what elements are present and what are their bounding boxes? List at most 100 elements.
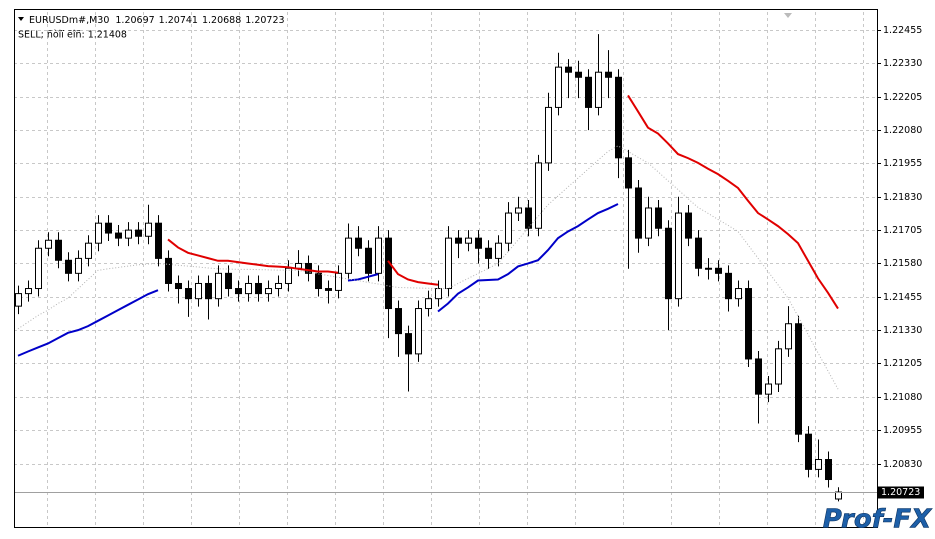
candle-body <box>275 282 282 290</box>
candle-body <box>575 71 582 78</box>
candle-body <box>185 288 192 300</box>
chart-title: EURUSDm#,M30 1.20697 1.20741 1.20688 1.20723 <box>29 15 285 26</box>
candle-body <box>835 491 842 500</box>
candle-body <box>515 207 522 214</box>
candle-body <box>785 323 792 350</box>
candle-body <box>165 257 172 284</box>
candle-body <box>695 237 702 269</box>
candle-body <box>455 237 462 244</box>
candle-body <box>335 272 342 291</box>
y-tick-label: 1.22205 <box>883 92 922 103</box>
candle-body <box>435 288 442 300</box>
candle-body <box>365 247 372 274</box>
candle-body <box>385 237 392 310</box>
header-open: 1.20697 <box>115 15 154 26</box>
y-tick-label: 1.21955 <box>883 158 922 169</box>
candle-body <box>705 267 712 270</box>
y-tick-label: 1.21205 <box>883 358 922 369</box>
candle-body <box>555 66 562 108</box>
candle-body <box>735 288 742 300</box>
candle-body <box>535 162 542 229</box>
candle-body <box>805 433 812 470</box>
candle-body <box>635 187 642 239</box>
header-high: 1.20741 <box>159 15 198 26</box>
indicator-line <box>17 203 619 357</box>
candle-body <box>395 308 402 335</box>
candle-body <box>205 282 212 300</box>
candle-body <box>545 106 552 164</box>
candle-body <box>355 237 362 249</box>
candle-body <box>375 237 382 274</box>
candle-body <box>95 222 102 244</box>
y-tick-label: 1.21330 <box>883 325 922 336</box>
candle-body <box>775 348 782 385</box>
candle-body <box>625 157 632 189</box>
header-low: 1.20688 <box>202 15 241 26</box>
shift-marker <box>784 13 792 18</box>
candle-body <box>755 358 762 395</box>
candle-body <box>145 222 152 237</box>
candle-body <box>245 282 252 295</box>
candle-body <box>25 288 32 295</box>
candle-body <box>645 207 652 239</box>
candle-body <box>175 282 182 290</box>
y-tick-label: 1.20830 <box>883 459 922 470</box>
candle-body <box>725 272 732 300</box>
candle-body <box>235 288 242 295</box>
candle-body <box>35 247 42 290</box>
candle-body <box>495 242 502 259</box>
candle-body <box>45 239 52 249</box>
candle-body <box>135 229 142 237</box>
chart-subtitle: SELL; ñòîï ëîñ: 1.21408 <box>18 30 127 41</box>
candle-body <box>15 293 22 307</box>
candle-body <box>325 288 332 291</box>
candle-body <box>65 259 72 274</box>
y-tick-label: 1.21080 <box>883 392 922 403</box>
candle-body <box>715 267 722 274</box>
symbol: EURUSDm#,M30 <box>29 15 109 26</box>
candle-body <box>665 227 672 300</box>
candle-body <box>225 272 232 290</box>
candle-body <box>195 282 202 300</box>
candle-body <box>265 288 272 295</box>
candle-body <box>75 257 82 274</box>
candle-body <box>795 323 802 435</box>
candle-body <box>655 207 662 229</box>
candle-body <box>85 242 92 259</box>
y-tick-label: 1.22080 <box>883 125 922 136</box>
candle-body <box>155 222 162 259</box>
candle-body <box>815 459 822 470</box>
plot-frame <box>14 9 878 528</box>
candle-body <box>825 459 832 481</box>
candle-body <box>485 247 492 259</box>
indicator-line <box>167 94 839 310</box>
indicator-line <box>17 145 839 390</box>
y-tick-label: 1.21580 <box>883 258 922 269</box>
candle-body <box>675 212 682 300</box>
candle-body <box>55 239 62 261</box>
last-price-label: 1.20723 <box>881 487 920 498</box>
candle-body <box>345 237 352 274</box>
menu-triangle <box>18 17 24 21</box>
candle-body <box>475 237 482 249</box>
candle-body <box>505 212 512 244</box>
candle-body <box>445 237 452 290</box>
candle-body <box>115 232 122 239</box>
candle-body <box>585 76 592 108</box>
candle-body <box>215 272 222 300</box>
candle-body <box>405 333 412 355</box>
candle-body <box>305 262 312 274</box>
candle-body <box>615 76 622 159</box>
y-tick-label: 1.22330 <box>883 58 922 69</box>
y-tick-label: 1.21705 <box>883 225 922 236</box>
candle-body <box>605 71 612 78</box>
candle-body <box>465 237 472 244</box>
candle-body <box>105 222 112 234</box>
candle-body <box>765 383 772 395</box>
candle-body <box>595 71 602 108</box>
candle-body <box>525 207 532 229</box>
candle-body <box>425 298 432 310</box>
header-close: 1.20723 <box>245 15 284 26</box>
candle-body <box>415 308 422 355</box>
